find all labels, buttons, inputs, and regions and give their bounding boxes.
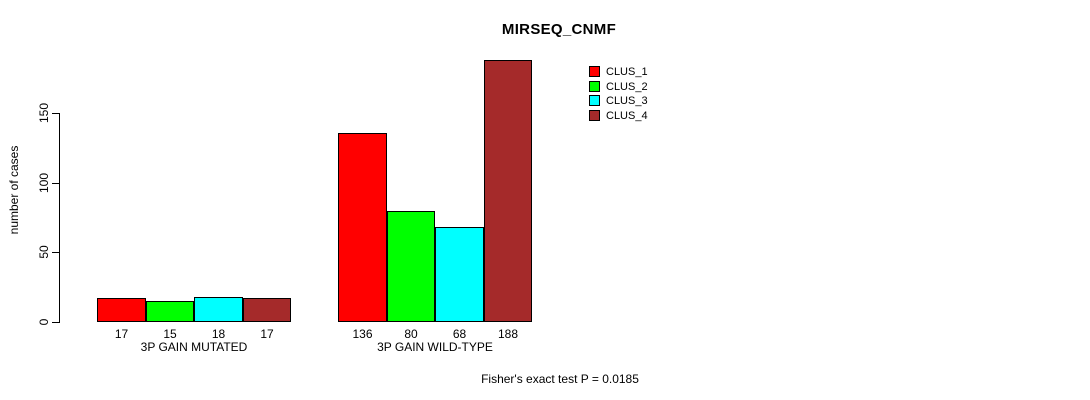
y-tick-mark bbox=[52, 252, 59, 253]
legend-swatch-clus-4 bbox=[589, 109, 600, 121]
chart-title: MIRSEQ_CNMF bbox=[501, 21, 617, 38]
group-label-3p-gain-wild-type: 3P GAIN WILD-TYPE bbox=[377, 340, 493, 354]
bar-value-label: 136 bbox=[352, 327, 373, 341]
fisher-test-annotation: Fisher's exact test P = 0.0185 bbox=[481, 372, 639, 386]
bar-clus-3-3p-gain-mutated bbox=[194, 297, 243, 322]
bar-value-label: 17 bbox=[260, 327, 274, 341]
y-tick-label: 100 bbox=[37, 172, 51, 194]
bar-value-label: 80 bbox=[404, 327, 418, 341]
bar-value-label: 68 bbox=[452, 327, 467, 341]
legend-swatch-clus-2 bbox=[589, 80, 600, 92]
bar-value-label: 15 bbox=[163, 327, 177, 341]
legend-swatch-clus-1 bbox=[589, 66, 600, 77]
y-tick-label: 0 bbox=[37, 318, 51, 326]
legend-label-clus-4: CLUS_4 bbox=[606, 109, 648, 122]
y-tick-mark bbox=[52, 322, 59, 323]
bar-value-label: 17 bbox=[114, 327, 129, 341]
bar-clus-2-3p-gain-mutated bbox=[146, 301, 194, 322]
bar-value-label: 18 bbox=[211, 327, 226, 341]
bar-clus-4-3p-gain-wild-type bbox=[484, 60, 532, 322]
y-tick-label: 50 bbox=[37, 245, 51, 259]
y-tick-mark bbox=[52, 183, 59, 184]
legend-label-clus-2: CLUS_2 bbox=[606, 80, 648, 93]
bar-clus-1-3p-gain-wild-type bbox=[338, 133, 387, 322]
group-label-3p-gain-mutated: 3P GAIN MUTATED bbox=[140, 340, 248, 354]
legend-label-clus-3: CLUS_3 bbox=[606, 95, 648, 108]
bar-clus-4-3p-gain-mutated bbox=[243, 298, 291, 322]
legend-label-clus-1: CLUS_1 bbox=[606, 66, 648, 78]
y-tick-label: 150 bbox=[37, 102, 51, 124]
y-axis-line bbox=[59, 113, 60, 323]
legend-swatch-clus-3 bbox=[589, 95, 600, 107]
bar-value-label: 188 bbox=[497, 327, 519, 341]
y-axis-label: number of cases bbox=[7, 145, 21, 235]
y-tick-mark bbox=[52, 113, 59, 114]
bar-clus-2-3p-gain-wild-type bbox=[387, 211, 435, 322]
bar-clus-1-3p-gain-mutated bbox=[97, 298, 146, 322]
bar-clus-3-3p-gain-wild-type bbox=[435, 227, 484, 322]
